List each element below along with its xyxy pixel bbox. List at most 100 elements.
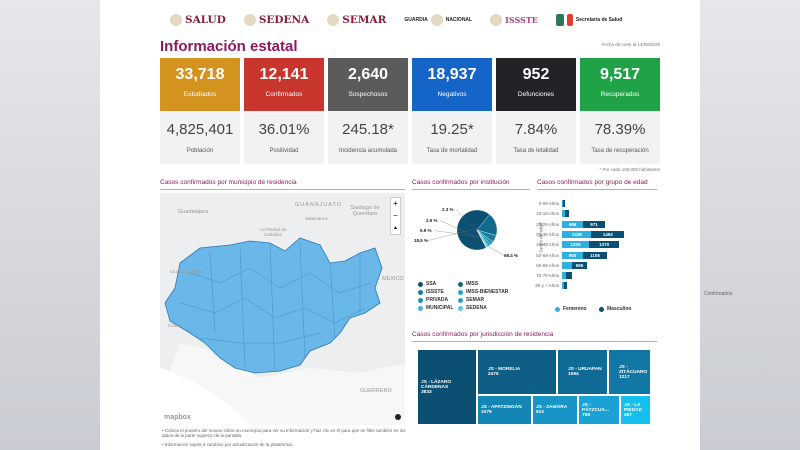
- pie-slice-sedena[interactable]: [476, 229, 487, 249]
- legend-label: Masculino: [607, 306, 632, 312]
- bar-femenino[interactable]: [562, 210, 566, 218]
- footnote: • Coloca el puntero del mouse sobre un m…: [162, 428, 406, 438]
- age-title: Casos confirmados por grupo de edad: [537, 179, 657, 190]
- map-title: Casos confirmados por municipio de resid…: [160, 179, 405, 190]
- map-label: Colima: [168, 323, 183, 328]
- stat-card-recuperados: 9,517 Recuperados 78.39% Tasa de recuperac…: [580, 58, 660, 164]
- info-icon[interactable]: [395, 414, 401, 420]
- pie-label: 18.5 %: [414, 238, 428, 243]
- treemap-cell[interactable]: JS - ZITÁCUARO 1217: [608, 349, 651, 395]
- footnote-rate: * Por cada 100,000 habitantes: [599, 167, 660, 172]
- treemap-cell[interactable]: JS - LÁZARO CÁRDENAS 3833: [417, 349, 477, 425]
- legend-label: SEMAR: [466, 297, 485, 303]
- legend-swatch: [555, 306, 560, 312]
- bar-masculino[interactable]: 1106: [582, 251, 608, 259]
- legend-label: SSA: [426, 281, 437, 287]
- pie-label: 2.3 %: [442, 207, 454, 212]
- rate-label: Tasa de letalidad: [513, 148, 559, 154]
- treemap-cell[interactable]: JS - ZAMORA 922: [532, 395, 578, 425]
- stat-card-confirmados: 12,141 Confirmados 36.01% Positividad: [244, 58, 324, 164]
- legend-swatch: [458, 281, 463, 287]
- legend-item[interactable]: MUNICIPAL: [418, 305, 453, 311]
- cell-value: 1217: [619, 374, 630, 380]
- legend-item[interactable]: Masculino: [599, 306, 631, 312]
- map-label: Ciudad Guzmán: [170, 269, 203, 274]
- legend-item[interactable]: IMSS-BIENESTAR: [458, 289, 508, 295]
- legend-item[interactable]: SEDENA: [458, 305, 487, 311]
- age-group-label: 60-69 Años: [536, 262, 559, 268]
- stat-value: 33,718: [175, 66, 225, 83]
- treemap-cell[interactable]: JS - PÁTZCUA... 798: [578, 395, 620, 425]
- municipality-map[interactable]: Guadalajara GUANAJUATO Santiago de Queré…: [160, 193, 405, 425]
- legend-item[interactable]: IMSS: [458, 281, 478, 287]
- legend-item[interactable]: SSA: [418, 281, 436, 287]
- legend-item[interactable]: Femenino: [555, 306, 587, 312]
- cell-label: JS - APATZINGÁN: [481, 405, 522, 410]
- stat-value: 2,640: [347, 66, 389, 83]
- bar-femenino[interactable]: [562, 200, 564, 207]
- bar-femenino[interactable]: [562, 272, 567, 280]
- cell-value: 1594: [568, 372, 579, 377]
- legend-label: IMSS: [466, 281, 479, 287]
- pie-leader-line: [427, 223, 497, 241]
- cell-value: 2475: [488, 372, 499, 377]
- legend-item[interactable]: PRIVADA: [418, 297, 448, 303]
- compass-button[interactable]: ▲: [393, 225, 398, 231]
- treemap-cell[interactable]: JS - APATZINGÁN 1079: [477, 395, 532, 425]
- treemap-cell[interactable]: JS - MORELIA 2475: [477, 349, 557, 395]
- stat-value: 9,517: [599, 66, 641, 83]
- bar-femenino[interactable]: 950: [562, 251, 583, 259]
- pie-leader-line: [455, 209, 490, 246]
- bar-masculino[interactable]: [563, 200, 565, 207]
- bar-femenino[interactable]: 1338: [562, 230, 592, 238]
- rate-label: Incidencia acumulada: [338, 148, 398, 154]
- bar-masculino[interactable]: [566, 272, 573, 280]
- bar-femenino[interactable]: [562, 261, 572, 269]
- bar-femenino[interactable]: 1229: [562, 241, 590, 249]
- stat-value: 12,141: [259, 66, 309, 83]
- pie-leader-line: [457, 227, 505, 256]
- michoacan-region[interactable]: [164, 237, 383, 374]
- cell-value: 922: [536, 410, 545, 415]
- dashboard: SALUD SEDENA SEMAR GUARDIA NACIONAL ISSST…: [100, 0, 732, 450]
- stat-card-estudiados: 33,718 Estudiados 4,825,401 Población: [160, 58, 240, 164]
- bar-masculino[interactable]: [565, 210, 569, 218]
- legend-item[interactable]: ISSSTE: [418, 289, 444, 295]
- zoom-out-button[interactable]: −: [393, 211, 398, 220]
- bar-femenino[interactable]: 968: [562, 220, 584, 228]
- treemap-cell[interactable]: JS - URUAPAN 1594: [557, 349, 608, 395]
- legend-label: SEDENA: [466, 305, 487, 311]
- logo-guardia-nacional: GUARDIA NACIONAL: [404, 14, 472, 26]
- stat-label: Negativos: [437, 91, 467, 98]
- map-label: GUERRERO: [360, 388, 392, 394]
- legend-swatch: [458, 289, 463, 295]
- age-group-label: 30-39 Años: [536, 231, 559, 237]
- map-label: Santiago de Querétaro: [350, 205, 380, 217]
- logo-ss: Secretaría de Salud: [555, 14, 622, 26]
- mapbox-logo[interactable]: mapbox: [164, 414, 191, 421]
- pie-label: 68.4 %: [504, 253, 518, 258]
- rate-value: 36.01%: [258, 121, 310, 138]
- pie-label: 2.5 %: [426, 218, 438, 223]
- map-label: La Piedad de Cabadas: [259, 227, 287, 237]
- bar-masculino[interactable]: 1492: [591, 230, 625, 238]
- bar-masculino[interactable]: 971: [583, 220, 605, 228]
- logo-issste: ISSSTE: [490, 14, 538, 26]
- bar-masculino[interactable]: [563, 282, 567, 290]
- stat-label: Confirmados: [265, 91, 303, 98]
- stat-label: Sospechosos: [348, 91, 388, 98]
- map-shapes: [160, 237, 405, 425]
- footnote: • Información sujeta a cambios por actua…: [162, 442, 294, 447]
- age-group-label: 70-79 Años: [536, 273, 559, 279]
- bar-femenino[interactable]: [562, 282, 564, 290]
- bar-masculino[interactable]: 695: [571, 261, 588, 269]
- logo-sedena: SEDENA: [243, 14, 309, 26]
- logo-semar: SEMAR: [327, 14, 386, 26]
- zoom-in-button[interactable]: +: [393, 199, 398, 208]
- bar-masculino[interactable]: 1370: [589, 241, 620, 249]
- treemap-cell[interactable]: JS - LA PIEDAD 497: [620, 395, 651, 425]
- legend-item[interactable]: SEMAR: [458, 297, 484, 303]
- rate-value: 19.25*: [430, 121, 474, 138]
- stat-label: Defunciones: [517, 91, 555, 98]
- cell-value: 798: [582, 412, 591, 418]
